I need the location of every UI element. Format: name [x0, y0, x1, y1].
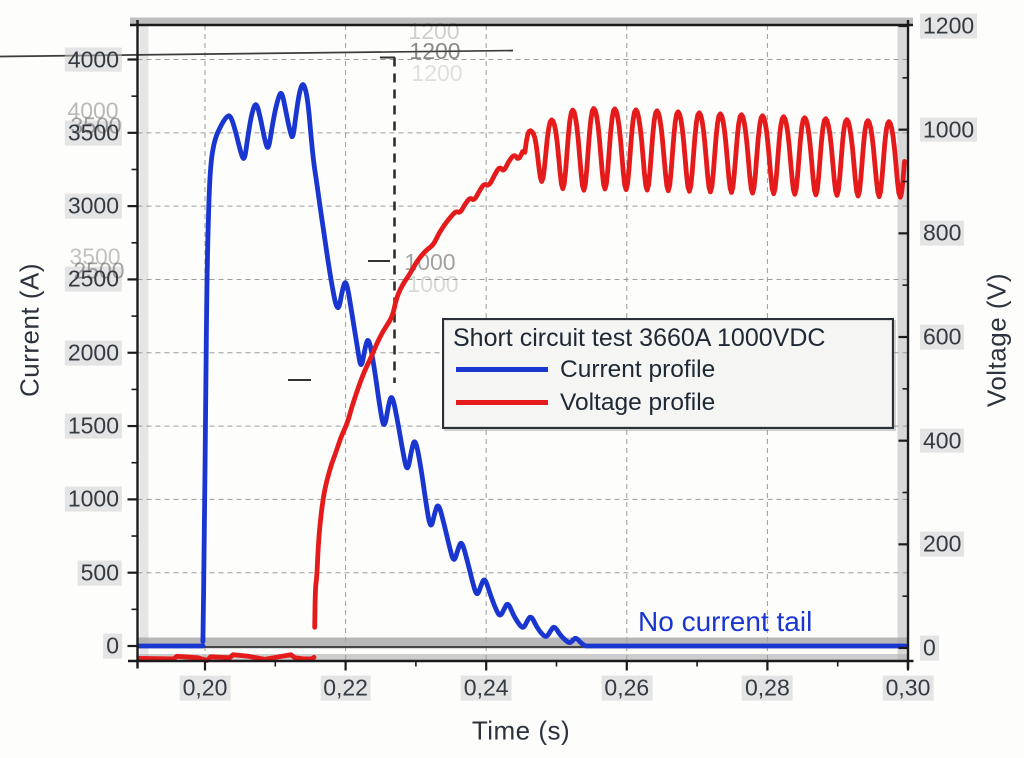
tick-label: 2000 [64, 340, 122, 366]
tick-label: 0,24 [460, 675, 512, 701]
tick-label: 4000 [64, 47, 122, 72]
tick-label: 2500 [64, 267, 122, 292]
legend-item-current-label: Current profile [560, 355, 716, 383]
tick-label: 0 [103, 633, 122, 659]
tick-label: 600 [920, 324, 965, 350]
tick-label: 3000 [64, 193, 122, 219]
tick-label: 500 [77, 560, 122, 586]
tick-label: 0,26 [601, 675, 653, 701]
tick-label: 1000 [920, 117, 978, 143]
scan-ghost-text: 2500 [73, 257, 125, 284]
tick-label: 3500 [64, 120, 122, 146]
legend-box: Short circuit test 3660A 1000VDC Current… [442, 318, 894, 429]
tick-label: 800 [920, 221, 965, 246]
current-line-swatch [456, 367, 548, 372]
no-current-tail-annotation: No current tail [638, 606, 813, 637]
legend-item-voltage-label: Voltage profile [560, 388, 716, 416]
tick-label: 0,30 [882, 675, 934, 701]
right-axis-title: Voltage (V) [981, 272, 1012, 408]
scan-ghost-text: 4000 [67, 97, 119, 124]
svg-text:1200: 1200 [408, 18, 459, 44]
voltage-line-swatch [456, 400, 548, 405]
scan-ghost-text: 3500 [70, 112, 122, 139]
x-axis-title: Time (s) [471, 715, 571, 746]
tick-label: 0,28 [741, 675, 793, 701]
tick-label: 0 [920, 635, 939, 661]
legend-item-current: Current profile [444, 353, 892, 386]
tick-label: 200 [920, 532, 965, 557]
legend-item-voltage: Voltage profile [444, 386, 892, 419]
svg-text:1200: 1200 [411, 60, 462, 86]
tick-label: 1200 [920, 13, 978, 39]
tick-label: 0,22 [320, 675, 371, 701]
svg-text:1200: 1200 [409, 38, 460, 64]
tick-label: 1000 [64, 487, 122, 512]
tick-label: 0,20 [179, 675, 231, 701]
legend-title: Short circuit test 3660A 1000VDC [453, 324, 826, 352]
scan-ghost-text: 3500 [69, 243, 121, 270]
left-axis-title: Current (A) [14, 262, 45, 398]
svg-text:1000: 1000 [407, 271, 458, 297]
tick-label: 400 [920, 428, 965, 454]
tick-label: 1500 [64, 413, 122, 439]
